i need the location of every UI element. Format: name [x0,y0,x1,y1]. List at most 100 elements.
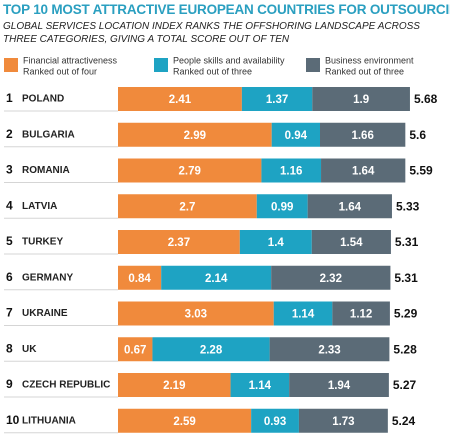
rank: 2 [6,127,13,141]
segment-label: 1.9 [353,94,369,106]
bar-segment [320,122,406,147]
bar-segment [271,265,391,290]
segment-label: 1.16 [280,166,302,178]
total-label: 5.31 [395,235,419,249]
segment-label: 1.94 [328,380,351,392]
legend-label: Financial attractiveness [23,55,118,65]
rank: 5 [6,234,13,248]
segment-label: 2.32 [320,273,342,285]
segment-label: 2.41 [169,94,192,106]
segment-label: 1.12 [350,309,372,321]
legend-note: Ranked out of three [173,66,252,76]
bar-segment [152,337,270,362]
legend-note: Ranked out of three [325,66,404,76]
country-label: POLAND [22,94,64,105]
bar-segment [118,87,242,111]
segment-label: 1.66 [351,130,373,142]
bar-segment [230,373,290,397]
bar-segment [118,373,231,397]
segment-label: 0.84 [128,273,151,285]
rank: 1 [6,91,13,105]
country-label: UK [22,344,37,355]
bar-segment [311,230,391,254]
segment-label: 1.54 [340,237,363,249]
bar-segment [239,230,312,254]
total-label: 5.24 [392,414,416,428]
bar-segment [273,301,333,326]
segment-label: 1.64 [352,166,375,178]
segment-label: 1.14 [292,309,315,321]
segment-label: 0.93 [264,416,286,428]
segment-label: 1.4 [268,237,285,249]
segment-label: 0.67 [124,344,146,356]
segment-label: 2.99 [184,130,206,142]
country-label: LATVIA [22,201,57,212]
bar-segment [251,408,299,433]
total-label: 5.31 [394,271,418,285]
segment-label: 1.73 [332,416,354,428]
bar-segment [161,265,272,290]
segment-label: 2.28 [200,344,223,356]
bar-segment [332,301,390,326]
legend-note: Ranked out of four [23,66,97,76]
total-label: 5.68 [414,92,438,106]
total-label: 5.33 [396,199,420,213]
rank: 6 [6,270,13,284]
bar-segment [118,337,153,362]
country-label: BULGARIA [22,129,75,140]
bar-segment [118,230,240,254]
bar-segment [118,301,274,326]
segment-label: 1.37 [266,94,288,106]
legend-label: Business environment [325,55,414,65]
segment-label: 0.94 [285,130,308,142]
chart-title: TOP 10 MOST ATTRACTIVE EUROPEAN COUNTRIE… [3,2,450,17]
bar-segment [289,373,389,397]
total-label: 5.29 [394,307,418,321]
total-label: 5.27 [393,378,417,392]
bar-segment [241,87,313,111]
bar-segment [307,194,392,219]
total-label: 5.59 [409,164,433,178]
bar-segment [261,158,322,183]
segment-label: 3.03 [185,309,207,321]
legend-label: People skills and availability [173,55,285,65]
segment-label: 2.79 [179,166,201,178]
segment-label: 0.99 [271,201,293,213]
bar-segment [271,122,321,147]
segment-label: 2.33 [318,344,340,356]
total-label: 5.28 [393,342,417,356]
bar-segment [269,337,390,362]
country-label: UKRAINE [22,308,68,319]
country-label: LITHUANIA [22,415,76,426]
bar-segment [118,265,162,290]
bar-segment [312,87,410,111]
rank: 9 [6,377,13,391]
country-label: GERMANY [22,272,73,283]
bar-segment [118,408,252,433]
legend-swatch [306,58,320,72]
bar-segment [298,408,388,433]
rank: 8 [6,341,13,355]
segment-label: 2.14 [205,273,228,285]
country-label: ROMANIA [22,165,70,176]
country-label: TURKEY [22,237,63,248]
bar-segment [118,122,272,147]
segment-label: 1.64 [339,201,362,213]
bar-segment [118,194,257,219]
segment-label: 2.7 [179,201,195,213]
rank: 4 [6,198,13,212]
segment-label: 2.59 [173,416,195,428]
bar-segment [118,158,262,183]
chart-subtitle: GLOBAL SERVICES LOCATION INDEX RANKS THE… [3,21,420,45]
legend-swatch [4,58,18,72]
country-label: CZECH REPUBLIC [22,380,110,391]
rank: 7 [6,306,13,320]
bar-segment [256,194,308,219]
segment-label: 2.19 [163,380,185,392]
total-label: 5.6 [409,128,426,142]
legend-swatch [154,58,168,72]
rank: 10 [6,413,20,427]
segment-label: 1.14 [249,380,272,392]
